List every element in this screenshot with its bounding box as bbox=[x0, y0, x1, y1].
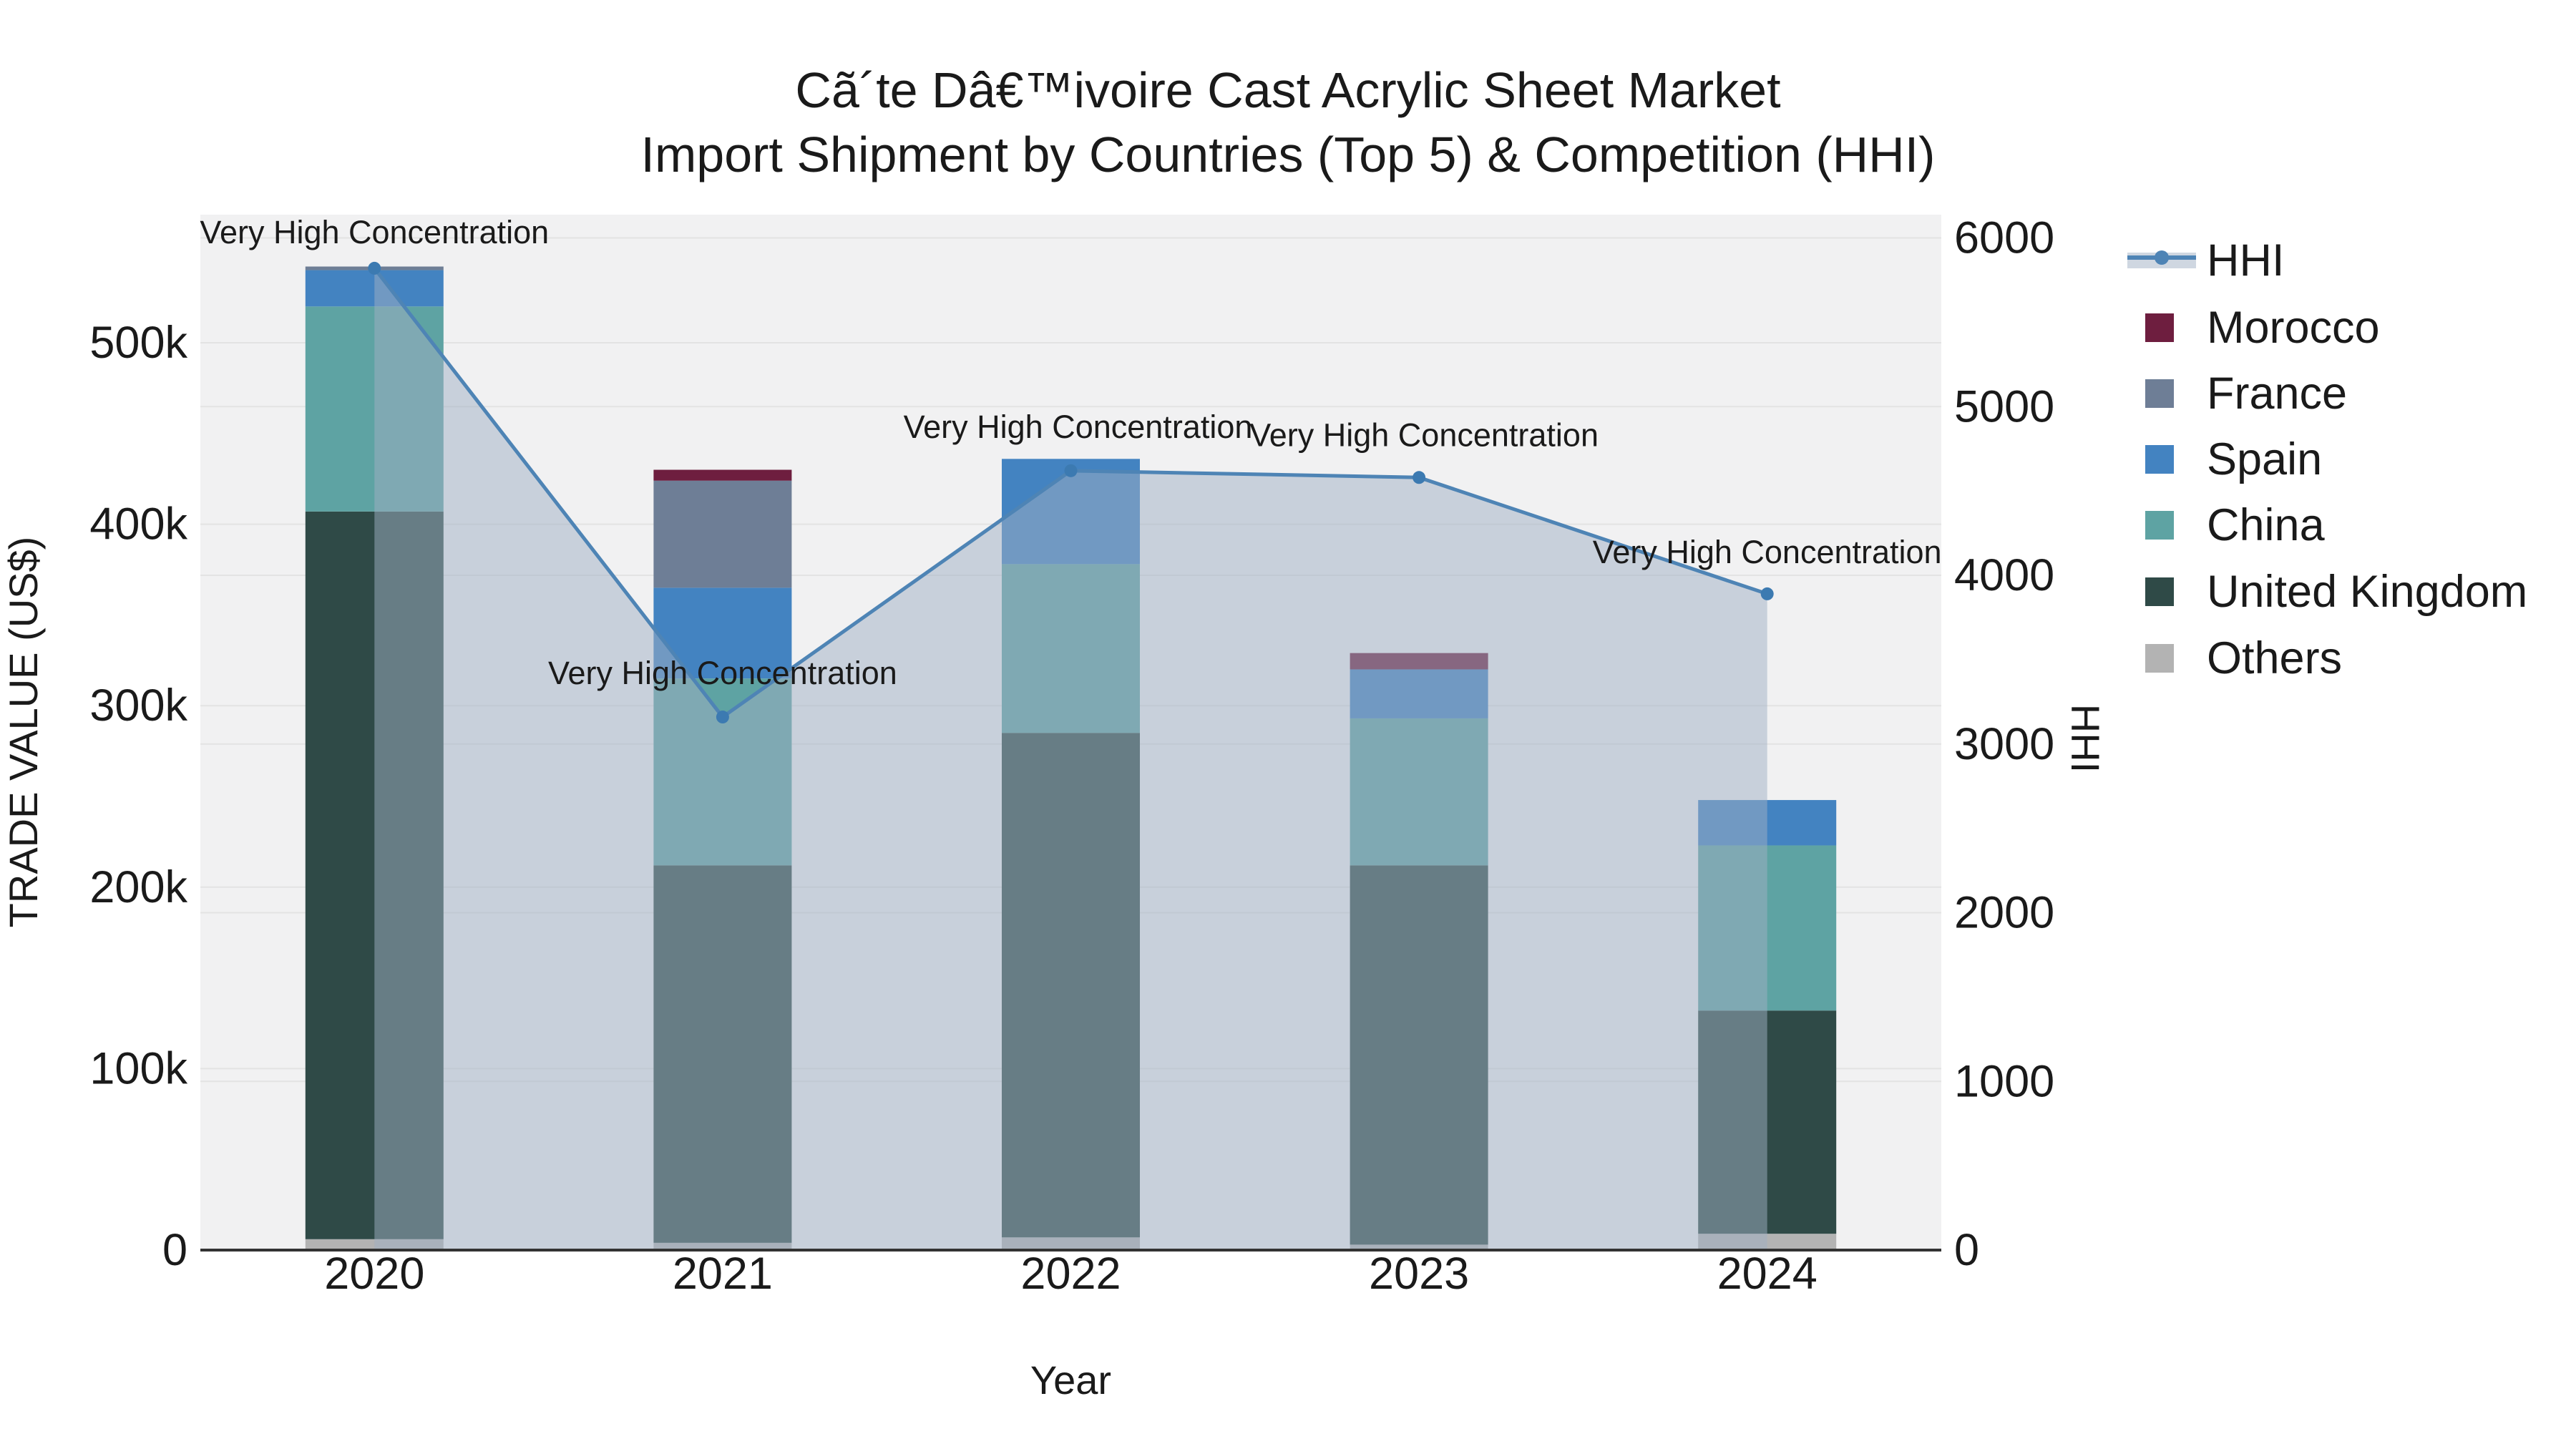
legend-label-france: France bbox=[2207, 369, 2347, 419]
legend-swatch-others bbox=[2145, 644, 2174, 673]
y-left-tick-500k: 500k bbox=[89, 318, 187, 368]
chart-subtitle: Import Shipment by Countries (Top 5) & C… bbox=[640, 127, 1936, 182]
y-left-axis-title: TRADE VALUE (US$) bbox=[1, 537, 46, 928]
y-left-tick-0: 0 bbox=[162, 1225, 187, 1275]
x-axis-title: Year bbox=[1030, 1357, 1111, 1402]
y-right-tick-5000: 5000 bbox=[1954, 381, 2054, 431]
legend-swatch-spain bbox=[2145, 445, 2174, 474]
legend-label-united-kingdom: United Kingdom bbox=[2207, 567, 2527, 617]
legend-item-spain: Spain bbox=[2145, 434, 2322, 484]
hhi-marker-2020 bbox=[368, 261, 381, 275]
x-tick-2020: 2020 bbox=[324, 1249, 424, 1299]
x-tick-2023: 2023 bbox=[1369, 1249, 1469, 1299]
legend-swatch-china bbox=[2145, 511, 2174, 540]
legend-hhi-marker bbox=[2155, 250, 2169, 265]
y-right-tick-2000: 2000 bbox=[1954, 888, 2054, 938]
y-left-tick-100k: 100k bbox=[89, 1043, 187, 1093]
annotation-2020: Very High Concentration bbox=[200, 214, 549, 250]
bar-2021-france bbox=[653, 480, 792, 588]
x-tick-2021: 2021 bbox=[673, 1249, 773, 1299]
legend-item-morocco: Morocco bbox=[2145, 303, 2380, 353]
y-right-tick-1000: 1000 bbox=[1954, 1056, 2054, 1106]
legend-swatch-france bbox=[2145, 379, 2174, 408]
hhi-area bbox=[374, 268, 1767, 1250]
y-right-axis-title: HHI bbox=[2063, 704, 2108, 773]
bar-2021-morocco bbox=[653, 469, 792, 481]
legend-item-united-kingdom: United Kingdom bbox=[2145, 567, 2527, 617]
legend-swatch-united-kingdom bbox=[2145, 577, 2174, 606]
annotation-2021: Very High Concentration bbox=[548, 655, 897, 691]
y-left-tick-300k: 300k bbox=[89, 680, 187, 731]
legend-label-spain: Spain bbox=[2207, 434, 2322, 484]
annotation-2022: Very High Concentration bbox=[904, 409, 1253, 445]
annotation-2024: Very High Concentration bbox=[1593, 534, 1942, 570]
x-tick-2022: 2022 bbox=[1020, 1249, 1121, 1299]
chart-title: Cã´te Dâ€™ivoire Cast Acrylic Sheet Mark… bbox=[795, 62, 1781, 118]
legend-label-china: China bbox=[2207, 500, 2326, 550]
legend-label-others: Others bbox=[2207, 633, 2342, 683]
legend-swatch-morocco bbox=[2145, 313, 2174, 342]
hhi-marker-2022 bbox=[1064, 464, 1078, 477]
legend-item-china: China bbox=[2145, 500, 2326, 550]
y-left-tick-400k: 400k bbox=[89, 499, 187, 550]
x-tick-2024: 2024 bbox=[1717, 1249, 1818, 1299]
hhi-marker-2021 bbox=[716, 711, 729, 724]
y-right-tick-3000: 3000 bbox=[1954, 719, 2054, 769]
annotation-2023: Very High Concentration bbox=[1249, 416, 1599, 453]
legend-item-others: Others bbox=[2145, 633, 2342, 683]
y-right-tick-4000: 4000 bbox=[1954, 550, 2054, 600]
legend-item-france: France bbox=[2145, 369, 2347, 419]
legend-label-hhi: HHI bbox=[2207, 235, 2285, 286]
legend-item-hhi: HHI bbox=[2127, 235, 2285, 286]
y-left-tick-200k: 200k bbox=[89, 862, 187, 912]
hhi-marker-2023 bbox=[1413, 471, 1426, 484]
legend-label-morocco: Morocco bbox=[2207, 303, 2380, 353]
y-right-tick-6000: 6000 bbox=[1954, 213, 2054, 263]
hhi-marker-2024 bbox=[1760, 587, 1774, 600]
y-right-tick-0: 0 bbox=[1954, 1225, 1979, 1275]
